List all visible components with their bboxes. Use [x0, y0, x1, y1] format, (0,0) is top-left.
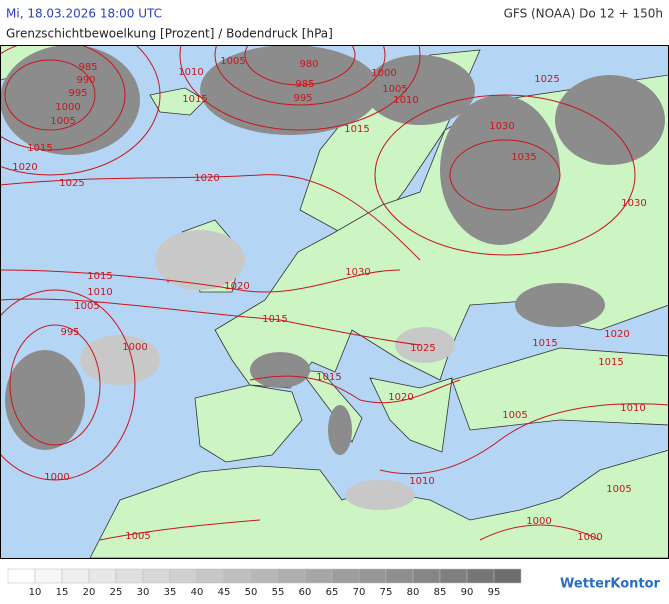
legend-swatch — [331, 568, 360, 584]
legend-label: 70 — [353, 587, 366, 598]
legend-swatch — [34, 568, 63, 584]
isobar-label: 985 — [78, 62, 97, 73]
isobar-label: 985 — [295, 79, 314, 90]
isobar-label: 1025 — [534, 74, 559, 85]
isobar-label: 1010 — [393, 95, 418, 106]
isobar-label: 1000 — [526, 516, 551, 527]
legend-swatch — [493, 568, 522, 584]
legend-swatch — [412, 568, 441, 584]
legend-swatch — [61, 568, 90, 584]
legend-swatch — [277, 568, 306, 584]
legend-label: 85 — [434, 587, 447, 598]
turkey — [451, 347, 668, 431]
isobar-label: 1005 — [382, 84, 407, 95]
legend-swatch — [223, 568, 252, 584]
isobar-label: 1000 — [577, 532, 602, 543]
isobar-label: 1000 — [55, 102, 80, 113]
map: 9859909951000100510151020102510101005101… — [1, 46, 668, 558]
legend-label: 40 — [191, 587, 204, 598]
clouds — [1, 46, 665, 510]
isobar-label: 980 — [299, 59, 318, 70]
legend-label: 15 — [56, 587, 69, 598]
legend-swatch — [439, 568, 468, 584]
legend-label: 10 — [29, 587, 42, 598]
legend-swatch — [115, 568, 144, 584]
isobar-label: 1010 — [87, 287, 112, 298]
isobar-label: 1020 — [604, 329, 629, 340]
logo: WetterKontor — [560, 577, 661, 592]
isobar-label: 1000 — [371, 68, 396, 79]
isobar-label: 1030 — [489, 121, 514, 132]
legend-label: 75 — [380, 587, 393, 598]
legend-swatch — [196, 568, 225, 584]
legend-label: 25 — [110, 587, 123, 598]
isobar-label: 1015 — [182, 94, 207, 105]
map-title: Grenzschichtbewoelkung [Prozent] / Boden… — [6, 27, 333, 41]
isobar-label: 1000 — [122, 342, 147, 353]
isobar-label: 995 — [68, 88, 87, 99]
isobar-label: 1005 — [220, 56, 245, 67]
legend-label: 90 — [461, 587, 474, 598]
isobars — [1, 46, 668, 541]
isobar-label: 1020 — [388, 392, 413, 403]
isobar-label: 990 — [76, 75, 95, 86]
legend-swatch — [358, 568, 387, 584]
legend-swatch — [250, 568, 279, 584]
iberia — [194, 384, 303, 463]
isobar-label: 1005 — [125, 531, 150, 542]
isobar-label: 995 — [60, 327, 79, 338]
isobar-label: 1010 — [178, 67, 203, 78]
isobar-label: 1030 — [621, 198, 646, 209]
isobar-label: 1005 — [74, 301, 99, 312]
legend-label: 30 — [137, 587, 150, 598]
legend-label: 65 — [326, 587, 339, 598]
datetime: Mi, 18.03.2026 18:00 UTC — [6, 7, 162, 21]
isobar-label: 1015 — [262, 314, 287, 325]
legend-label: 55 — [272, 587, 285, 598]
isobar-label: 1005 — [502, 410, 527, 421]
isobar-label: 1025 — [59, 178, 84, 189]
isobar-labels: 9859909951000100510151020102510101005101… — [12, 56, 646, 543]
isobar-label: 1015 — [316, 372, 341, 383]
legend-swatch — [7, 568, 36, 584]
isobar-label: 1005 — [606, 484, 631, 495]
isobar-label: 1010 — [620, 403, 645, 414]
legend-label: 95 — [488, 587, 501, 598]
legend-label: 50 — [245, 587, 258, 598]
legend-swatch — [169, 568, 198, 584]
isobar-label: 1015 — [344, 124, 369, 135]
legend-swatch — [466, 568, 495, 584]
isobar-label: 1030 — [345, 267, 370, 278]
isobar-label: 1010 — [409, 476, 434, 487]
isobar-label: 1000 — [44, 472, 69, 483]
isobar-label: 1015 — [27, 143, 52, 154]
legend-label: 45 — [218, 587, 231, 598]
isobar-label: 1025 — [410, 343, 435, 354]
isobar-label: 1035 — [511, 152, 536, 163]
isobar-label: 1005 — [50, 116, 75, 127]
legend-swatch — [304, 568, 333, 584]
legend-label: 35 — [164, 587, 177, 598]
model-run: GFS (NOAA) Do 12 + 150h — [504, 7, 663, 21]
isobar-label: 1020 — [194, 173, 219, 184]
isobar-label: 1020 — [12, 162, 37, 173]
legend-label: 20 — [83, 587, 96, 598]
legend-label: 60 — [299, 587, 312, 598]
isobar-label: 1020 — [224, 281, 249, 292]
legend-swatch — [142, 568, 171, 584]
isobar-label: 995 — [293, 93, 312, 104]
isobar-label: 1015 — [87, 271, 112, 282]
legend-swatch — [385, 568, 414, 584]
legend-swatch — [88, 568, 117, 584]
legend-label: 80 — [407, 587, 420, 598]
balkans — [369, 377, 453, 453]
isobar-label: 1015 — [532, 338, 557, 349]
legend: 10 15 20 25 30 35 40 45 50 55 60 65 70 75 80 85 90 95 — [7, 568, 522, 598]
isobar-label: 1015 — [598, 357, 623, 368]
